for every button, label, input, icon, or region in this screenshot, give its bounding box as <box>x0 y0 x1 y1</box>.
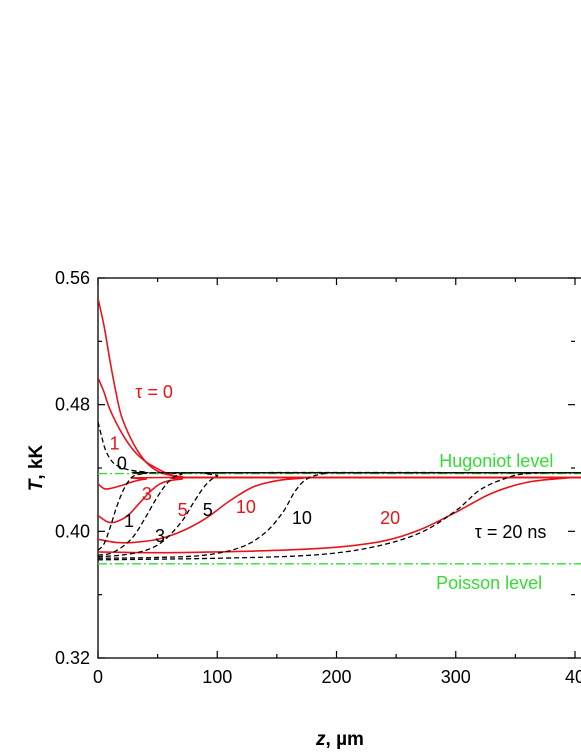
annotation-label: 20 <box>380 508 400 528</box>
annotation-label: 10 <box>236 497 256 517</box>
tick-labels: 0 100 200 300 400.320.400.480.56 <box>55 268 581 687</box>
x-tick-label: 100 <box>202 667 232 687</box>
dashed-curve-tau-3 <box>98 471 581 556</box>
annotation-label: Hugoniot level <box>439 451 553 471</box>
annotation-label: 5 <box>203 500 213 520</box>
y-tick-label: 0.40 <box>55 521 90 541</box>
x-tick-label: 300 <box>441 667 471 687</box>
annotation-label: τ = 20 ns <box>475 522 547 542</box>
annotation-label: τ = 0 <box>135 382 173 402</box>
solid-curve-tau-20 <box>98 476 581 554</box>
annotation-label: 1 <box>124 511 134 531</box>
annotation-label: 10 <box>292 508 312 528</box>
dashed-curve-tau-0 <box>98 421 581 474</box>
solid-curve-tau-10 <box>98 476 581 544</box>
reference-lines <box>98 472 581 565</box>
annotation-label: Poisson level <box>436 573 542 593</box>
axis-ticks <box>97 277 576 659</box>
series-lines <box>98 298 581 561</box>
dashed-curve-tau-5 <box>98 471 581 558</box>
solid-curve-tau-5 <box>98 476 581 524</box>
dashed-curve-tau-10 <box>98 472 581 559</box>
annotation-label: 3 <box>142 484 152 504</box>
x-axis-title: z, µm <box>315 729 364 750</box>
x-tick-label: 200 <box>321 667 351 687</box>
x-tick-label: 0 <box>93 667 103 687</box>
y-tick-label: 0.32 <box>55 648 90 668</box>
annotation-label: 3 <box>155 526 165 546</box>
annotation-label: 1 <box>110 433 120 453</box>
y-tick-label: 0.56 <box>55 268 90 288</box>
dashed-curve-tau-20 <box>98 472 581 561</box>
y-axis-title: T, kK <box>26 445 47 492</box>
annotation-label: 5 <box>178 500 188 520</box>
y-tick-label: 0.48 <box>55 395 90 415</box>
x-tick-label: 40 <box>565 667 581 687</box>
annotation-label: 0 <box>117 453 127 473</box>
